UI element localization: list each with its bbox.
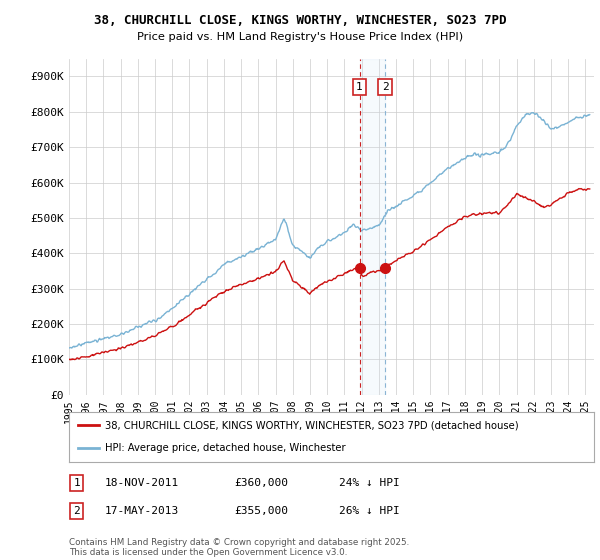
Text: 2: 2 [382, 82, 389, 92]
Text: 1: 1 [73, 478, 80, 488]
Text: 24% ↓ HPI: 24% ↓ HPI [339, 478, 400, 488]
Text: 38, CHURCHILL CLOSE, KINGS WORTHY, WINCHESTER, SO23 7PD (detached house): 38, CHURCHILL CLOSE, KINGS WORTHY, WINCH… [105, 420, 518, 430]
Text: £355,000: £355,000 [234, 506, 288, 516]
Text: £360,000: £360,000 [234, 478, 288, 488]
Bar [359, 59, 385, 395]
Text: Contains HM Land Registry data © Crown copyright and database right 2025.
This d: Contains HM Land Registry data © Crown c… [69, 538, 409, 557]
Text: 18-NOV-2011: 18-NOV-2011 [105, 478, 179, 488]
Text: 38, CHURCHILL CLOSE, KINGS WORTHY, WINCHESTER, SO23 7PD: 38, CHURCHILL CLOSE, KINGS WORTHY, WINCH… [94, 14, 506, 27]
Text: 1: 1 [356, 82, 363, 92]
Text: HPI: Average price, detached house, Winchester: HPI: Average price, detached house, Winc… [105, 444, 346, 454]
Text: Price paid vs. HM Land Registry's House Price Index (HPI): Price paid vs. HM Land Registry's House … [137, 32, 463, 43]
Text: 2: 2 [73, 506, 80, 516]
Text: 17-MAY-2013: 17-MAY-2013 [105, 506, 179, 516]
Text: 26% ↓ HPI: 26% ↓ HPI [339, 506, 400, 516]
